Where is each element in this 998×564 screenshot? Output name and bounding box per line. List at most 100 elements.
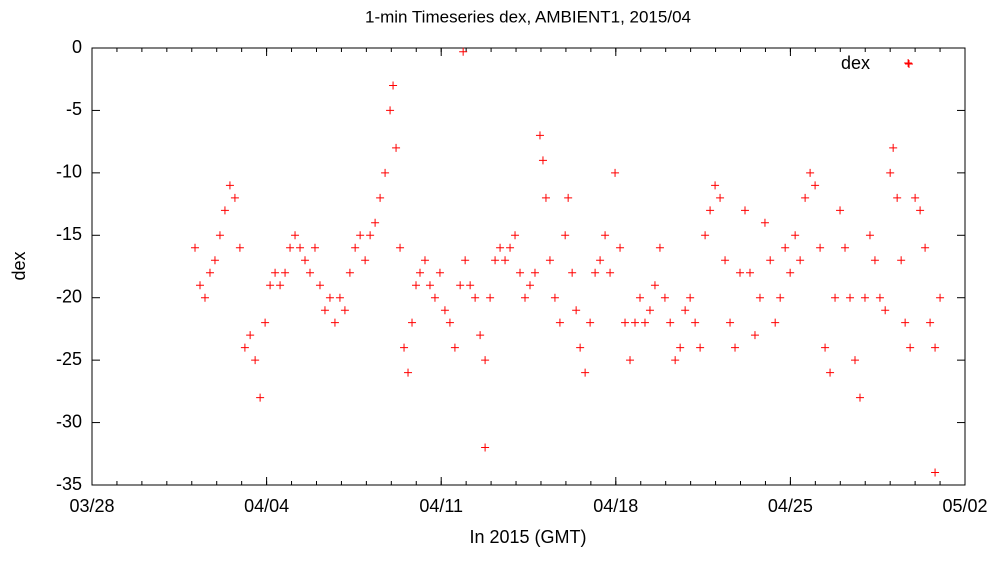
point (926, 318, 935, 327)
chart-title: 1-min Timeseries dex, AMBIENT1, 2015/04 (365, 7, 691, 26)
point (459, 47, 468, 56)
point (251, 356, 260, 365)
point (210, 256, 219, 265)
point (396, 243, 405, 252)
point (501, 256, 510, 265)
point (481, 443, 490, 452)
point (631, 318, 640, 327)
point (330, 318, 339, 327)
point (897, 256, 906, 265)
point (731, 343, 740, 352)
x-tick-label: 05/02 (942, 496, 987, 516)
point (831, 293, 840, 302)
point (906, 343, 915, 352)
point (826, 368, 835, 377)
point (851, 356, 860, 365)
point (676, 343, 685, 352)
point (886, 168, 895, 177)
point (246, 331, 255, 340)
point (786, 268, 795, 277)
point (430, 293, 439, 302)
point (796, 256, 805, 265)
point (400, 343, 409, 352)
point (716, 193, 725, 202)
point (766, 256, 775, 265)
point (626, 356, 635, 365)
point (408, 318, 417, 327)
point (412, 281, 421, 290)
point (440, 306, 449, 315)
point (621, 318, 630, 327)
point (635, 293, 644, 302)
point (220, 206, 229, 215)
point (711, 181, 720, 190)
point (816, 243, 825, 252)
point (476, 331, 485, 340)
point (781, 243, 790, 252)
point (855, 393, 864, 402)
point (471, 293, 480, 302)
point (611, 168, 620, 177)
point (215, 231, 224, 240)
point (686, 293, 695, 302)
point (889, 143, 898, 152)
point (256, 393, 265, 402)
point (240, 343, 249, 352)
point (376, 193, 385, 202)
y-tick-label: 0 (72, 37, 82, 57)
point (310, 243, 319, 252)
point (271, 268, 280, 277)
point (650, 281, 659, 290)
point (936, 293, 945, 302)
y-tick-label: -10 (56, 162, 82, 182)
point (696, 343, 705, 352)
point (791, 231, 800, 240)
y-tick-label: -15 (56, 224, 82, 244)
point (921, 243, 930, 252)
point (315, 281, 324, 290)
point (506, 243, 515, 252)
point (235, 243, 244, 252)
point (875, 293, 884, 302)
point (306, 268, 315, 277)
point (286, 243, 295, 252)
point (496, 243, 505, 252)
plot-frame (91, 47, 966, 486)
point (535, 131, 544, 140)
point (366, 231, 375, 240)
point (616, 243, 625, 252)
y-tick-label: -5 (66, 99, 82, 119)
point (225, 181, 234, 190)
point (356, 231, 365, 240)
legend-label: dex (841, 53, 870, 73)
point (666, 318, 675, 327)
point (456, 281, 465, 290)
point (351, 243, 360, 252)
point (572, 306, 581, 315)
point (335, 293, 344, 302)
point (200, 293, 209, 302)
point (205, 268, 214, 277)
point (196, 281, 205, 290)
point (381, 168, 390, 177)
point (881, 306, 890, 315)
point (389, 81, 398, 90)
point (591, 268, 600, 277)
point (296, 243, 305, 252)
y-tick-label: -35 (56, 474, 82, 494)
y-tick-label: -25 (56, 349, 82, 369)
point (291, 231, 300, 240)
point (721, 256, 730, 265)
point (266, 281, 275, 290)
point (550, 293, 559, 302)
point (491, 256, 500, 265)
point (230, 193, 239, 202)
point (486, 293, 495, 302)
point (931, 343, 940, 352)
point (660, 293, 669, 302)
point (836, 206, 845, 215)
point (481, 356, 490, 365)
point (691, 318, 700, 327)
x-tick-label: 04/25 (768, 496, 813, 516)
